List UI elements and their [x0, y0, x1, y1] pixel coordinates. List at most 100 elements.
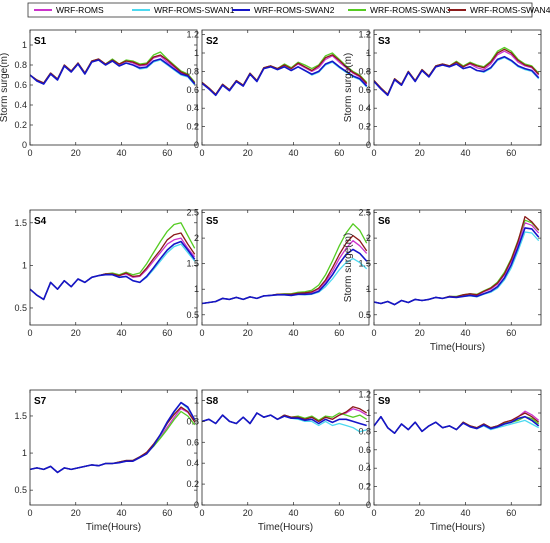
x-tick-label: 40 [288, 508, 298, 518]
legend-label: WRF-ROMS [56, 5, 104, 15]
legend-label: WRF-ROMS-SWAN4 [470, 5, 550, 15]
x-tick-label: 0 [27, 328, 32, 338]
plot-area [30, 30, 197, 145]
x-tick-label: 60 [506, 508, 516, 518]
x-tick-label: 20 [243, 328, 253, 338]
plot-area [30, 390, 197, 505]
chart-panel-s1: 0 20 40 60 0 0.2 0.4 0.6 0.8 1 S1 Storm surge(m) [0, 29, 198, 158]
series-line-wrf-roms-swan2 [30, 240, 196, 301]
y-tick-label: 1 [366, 408, 371, 418]
legend-box [27, 2, 533, 18]
x-tick-label: 40 [288, 148, 298, 158]
panel-title: S2 [206, 36, 219, 47]
legend-label: WRF-ROMS-SWAN3 [370, 5, 451, 15]
series-group [30, 51, 196, 86]
series-line-wrf-roms-swan2 [374, 227, 540, 306]
x-tick-label: 40 [288, 328, 298, 338]
chart-panel-s3: 0 20 40 60 0 0.2 0.4 0.6 0.8 1 1.2 S3 Storm surge(m) [343, 30, 542, 158]
y-tick-label: 0.8 [186, 66, 199, 76]
x-tick-label: 60 [334, 328, 344, 338]
plot-area [202, 390, 369, 505]
y-axis-label: Storm surge(m) [343, 233, 354, 302]
plot-frame [201, 389, 370, 506]
series-line-wrf-roms-swan2 [202, 412, 367, 427]
y-tick-label: 2 [194, 233, 199, 243]
y-tick-label: 0 [194, 500, 199, 510]
y-tick-label: 1.2 [358, 390, 371, 400]
y-tick-label: 1 [22, 40, 27, 50]
plot-area [202, 30, 369, 145]
plot-area [374, 210, 541, 325]
y-tick-label: 1.5 [14, 411, 27, 421]
series-group [374, 410, 540, 435]
y-tick-label: 0.8 [14, 60, 27, 70]
y-tick-label: 0.4 [358, 103, 371, 113]
x-tick-label: 20 [415, 508, 425, 518]
y-tick-label: 1 [194, 395, 199, 405]
x-axis-label: Time(Hours) [86, 522, 141, 533]
panel-title: S7 [34, 396, 47, 407]
panel-title: S3 [378, 36, 391, 47]
y-tick-label: 0 [366, 500, 371, 510]
y-axis-label: Storm surge(m) [0, 53, 10, 122]
chart-panel-s8: 0 20 40 60 0 0.2 0.4 0.6 0.8 1 S8 Time(Hours) [186, 389, 370, 533]
y-tick-label: 1 [22, 448, 27, 458]
chart-panel-s9: 0 20 40 60 0 0.2 0.4 0.6 0.8 1 1.2 S9 Time(Hours) [358, 389, 542, 533]
x-tick-label: 0 [27, 508, 32, 518]
series-line-wrf-roms-swan2 [202, 248, 368, 305]
series-line-wrf-roms-swan2 [30, 401, 196, 474]
chart-panel-s5: 0 20 40 60 0.5 1 1.5 2 2.5 S5 [186, 208, 370, 338]
y-tick-label: 0.2 [14, 120, 27, 130]
y-tick-label: 0.8 [358, 426, 371, 436]
y-tick-label: 1 [366, 284, 371, 294]
y-tick-label: 0.6 [186, 437, 199, 447]
x-tick-label: 40 [460, 508, 470, 518]
x-tick-label: 0 [371, 148, 376, 158]
x-tick-label: 40 [116, 328, 126, 338]
x-axis-label: Time(Hours) [430, 522, 485, 533]
chart-panel-s4: 0 20 40 60 0.5 1 1.5 S4 [14, 209, 198, 338]
y-tick-label: 0.4 [186, 458, 199, 468]
plot-frame [29, 29, 198, 146]
series-group [202, 406, 368, 433]
y-tick-label: 1.2 [358, 30, 371, 40]
y-tick-label: 1.5 [358, 259, 371, 269]
y-tick-label: 0.4 [186, 103, 199, 113]
x-tick-label: 20 [71, 328, 81, 338]
x-tick-label: 20 [243, 508, 253, 518]
y-tick-label: 0.2 [358, 122, 371, 132]
x-tick-label: 0 [199, 328, 204, 338]
y-tick-label: 0.5 [186, 310, 199, 320]
y-tick-label: 1 [366, 48, 371, 58]
series-line-wrf-roms-swan2 [374, 415, 540, 435]
plot-frame [373, 209, 542, 326]
plot-frame [373, 389, 542, 506]
series-group [30, 222, 196, 301]
series-group [374, 215, 540, 306]
chart-panel-s6: 0 20 40 60 0.5 1 1.5 2 2.5 S6 Storm surge(m) Time(H… [343, 208, 542, 353]
legend: WRF-ROMS WRF-ROMS-SWAN1 WRF-ROMS-SWAN2 WRF-… [27, 2, 550, 18]
y-tick-label: 1 [194, 284, 199, 294]
x-tick-label: 40 [460, 328, 470, 338]
series-group [30, 401, 196, 474]
series-line-wrf-roms-swan2 [202, 60, 368, 97]
panel-title: S5 [206, 216, 219, 227]
y-tick-label: 1.5 [186, 259, 199, 269]
y-tick-label: 0.5 [358, 310, 371, 320]
panel-title: S1 [34, 36, 47, 47]
y-tick-label: 0.5 [14, 485, 27, 495]
x-tick-label: 0 [371, 508, 376, 518]
x-tick-label: 0 [27, 148, 32, 158]
x-tick-label: 60 [162, 148, 172, 158]
y-tick-label: 0.6 [14, 80, 27, 90]
y-tick-label: 0 [366, 140, 371, 150]
x-tick-label: 40 [116, 508, 126, 518]
x-tick-label: 20 [415, 148, 425, 158]
y-tick-label: 1 [22, 260, 27, 270]
panel-title: S8 [206, 396, 219, 407]
x-tick-label: 40 [116, 148, 126, 158]
x-tick-label: 60 [334, 148, 344, 158]
series-group [202, 223, 368, 305]
x-tick-label: 20 [243, 148, 253, 158]
